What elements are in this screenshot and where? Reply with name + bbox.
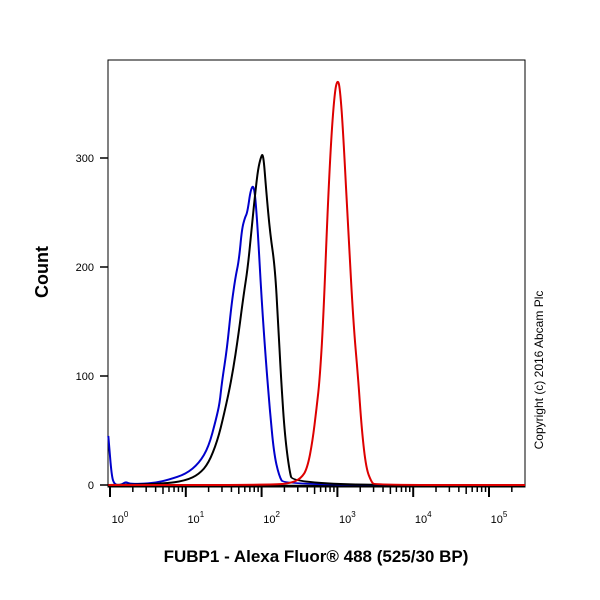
y-tick-label: 0 — [88, 480, 94, 492]
black-series-line — [108, 153, 525, 486]
y-tick-label: 100 — [76, 371, 94, 383]
x-tick-label: 105 — [491, 510, 508, 526]
x-tick-label: 102 — [263, 510, 280, 526]
x-axis-title: FUBP1 - Alexa Fluor® 488 (525/30 BP) — [164, 547, 469, 566]
x-tick-label: 103 — [339, 510, 356, 526]
red-series-line — [108, 80, 525, 487]
x-tick-label: 101 — [187, 510, 204, 526]
blue-series-line — [107, 185, 525, 486]
y-tick-label: 300 — [76, 153, 94, 165]
y-tick-label: 200 — [76, 262, 94, 274]
y-axis-title: Count — [32, 246, 52, 298]
axis-ticks: 100 101 102 103 104 105 0 100 200 300 — [76, 153, 525, 526]
series-curves — [107, 80, 525, 487]
x-tick-label: 104 — [415, 510, 432, 526]
x-tick-label: 100 — [112, 510, 129, 526]
copyright-annotation: Copyright (c) 2016 Abcam Plc — [532, 291, 546, 450]
plot-frame — [107, 59, 526, 488]
